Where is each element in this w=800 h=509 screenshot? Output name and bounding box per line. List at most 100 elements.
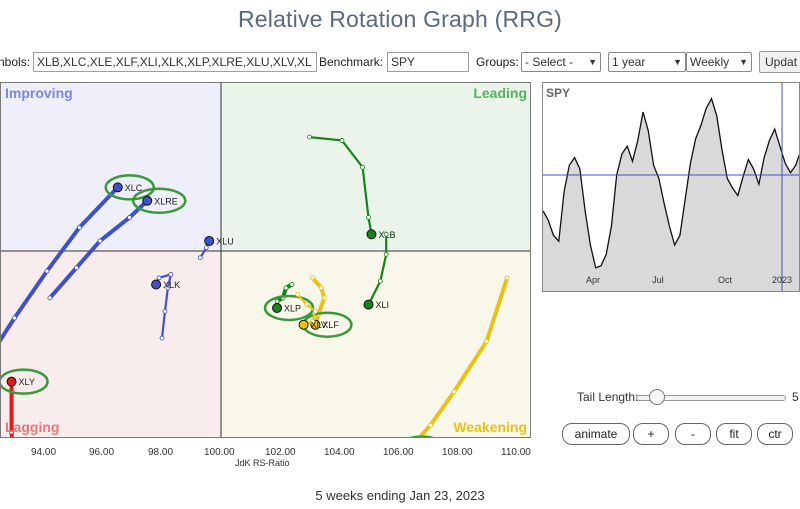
sector-marker-xlb[interactable] [366,229,377,240]
animate-button[interactable]: animate [562,423,630,445]
chevron-down-icon: ▼ [673,57,682,67]
tail-length-value: 5 [792,390,799,404]
center-button[interactable]: ctr [757,423,793,445]
x-tick-label: 108.00 [442,447,473,458]
tail-point [77,225,82,230]
sector-marker-xly[interactable] [6,376,17,387]
benchmark-price-canvas: SPY Apr Jul Oct 2023 [543,83,799,291]
sector-label-xly: XLY [19,377,35,387]
zoom-in-button[interactable]: + [633,423,669,445]
tail-point [318,285,324,291]
tail-point [47,295,53,301]
tail-xly [9,379,14,437]
groups-select-value: - Select - [525,55,574,69]
tail-point [74,265,79,271]
tail-point [310,318,315,324]
sector-marker-xlk[interactable] [151,279,162,290]
price-line [543,97,799,269]
sector-label-xlv: XLV [311,320,327,330]
groups-select[interactable]: - Select - ▼ [521,52,601,72]
benchmark-price-chart[interactable]: SPY Apr Jul Oct 2023 [542,82,800,292]
price-area [543,98,799,291]
x-tick-label: 94.00 [31,447,57,458]
tail-point [504,275,510,281]
tail-xli [367,233,388,306]
sector-marker-xlc[interactable] [112,182,123,193]
sector-marker-xlv[interactable] [298,319,309,330]
tail-point [203,245,209,251]
tail-point [289,282,295,287]
groups-label: Groups: [476,55,519,69]
date-range-caption: 5 weeks ending Jan 23, 2023 [315,488,485,503]
frequency-select-value: Weekly [690,55,730,69]
sector-label-xlp: XLP [284,303,301,313]
rrg-canvas[interactable]: XLCXLREXLUXLKXLYXLBXLIXLPXLFXLVXLE [1,83,531,438]
symbols-input[interactable]: XLB,XLC,XLE,XLF,XLI,XLK,XLP,XLRE,XLU,XLV… [33,52,317,72]
x-tick-label: 102.00 [265,447,296,458]
month-label: Oct [718,275,733,285]
sector-marker-xlre[interactable] [142,195,153,206]
sector-marker-xlu[interactable] [204,235,215,246]
page-title: Relative Rotation Graph (RRG) [237,6,563,32]
tail-point [168,272,174,277]
tail-point [165,285,171,291]
tail-point [274,298,280,304]
fit-button[interactable]: fit [716,423,752,445]
tail-point [197,255,203,261]
chevron-down-icon: ▼ [588,57,597,67]
period-select-value: 1 year [612,55,646,69]
update-button[interactable]: Updat [759,51,800,73]
tail-point [283,285,289,291]
highlight-circle [409,435,434,437]
weakening-quadrant [221,251,530,437]
tail-point [360,164,366,170]
lagging-label: Lagging [5,419,60,435]
tail-point [304,302,309,308]
benchmark-label: Benchmark: [319,55,384,69]
tail-point [12,315,17,321]
tail-point [339,138,345,143]
frequency-select[interactable]: Weekly ▼ [686,52,752,72]
highlight-circle [263,294,315,322]
tail-length-slider-track[interactable] [636,395,786,401]
tail-length-slider-handle[interactable] [649,389,665,405]
chevron-down-icon: ▼ [739,57,748,67]
leading-label: Leading [473,85,527,101]
sector-marker-xlp[interactable] [272,302,283,313]
x-tick-label: 96.00 [89,447,115,458]
tail-point [377,278,383,284]
tail-point [9,429,14,435]
leading-quadrant [221,83,530,251]
tail-point [310,275,315,281]
zoom-out-button[interactable]: - [675,423,711,445]
tail-point [451,389,457,395]
tail-point [307,134,312,140]
tail-length-label: Tail Length: [577,390,639,404]
x-tick-label: 110.00 [501,447,531,458]
improving-label: Improving [5,85,73,101]
tail-point [366,215,371,220]
tail-point [428,422,433,428]
period-select[interactable]: 1 year ▼ [608,52,686,72]
sector-label-xlu: XLU [216,236,234,246]
tail-point [383,231,389,237]
sector-marker-xli[interactable] [363,299,374,310]
weakening-label: Weakening [453,419,527,435]
benchmark-input[interactable]: SPY [387,52,469,72]
rrg-plot[interactable]: XLCXLREXLUXLKXLYXLBXLIXLPXLFXLVXLE Impro… [0,82,531,438]
month-label: 2023 [772,275,792,285]
x-tick-label: 98.00 [148,447,174,458]
sector-label-xlc: XLC [125,183,143,193]
tail-point [383,251,389,257]
improving-quadrant [1,83,221,251]
tail-point [162,308,168,314]
tail-point [321,295,327,301]
highlight-circle [104,174,155,201]
x-axis-title: JdK RS-Ratio [235,458,290,468]
lagging-quadrant [1,251,221,437]
symbols-label: nbols: [0,55,31,69]
month-label: Jul [652,275,664,285]
x-tick-label: 100.00 [204,447,235,458]
x-tick-label: 106.00 [383,447,414,458]
highlight-circle [132,187,187,214]
